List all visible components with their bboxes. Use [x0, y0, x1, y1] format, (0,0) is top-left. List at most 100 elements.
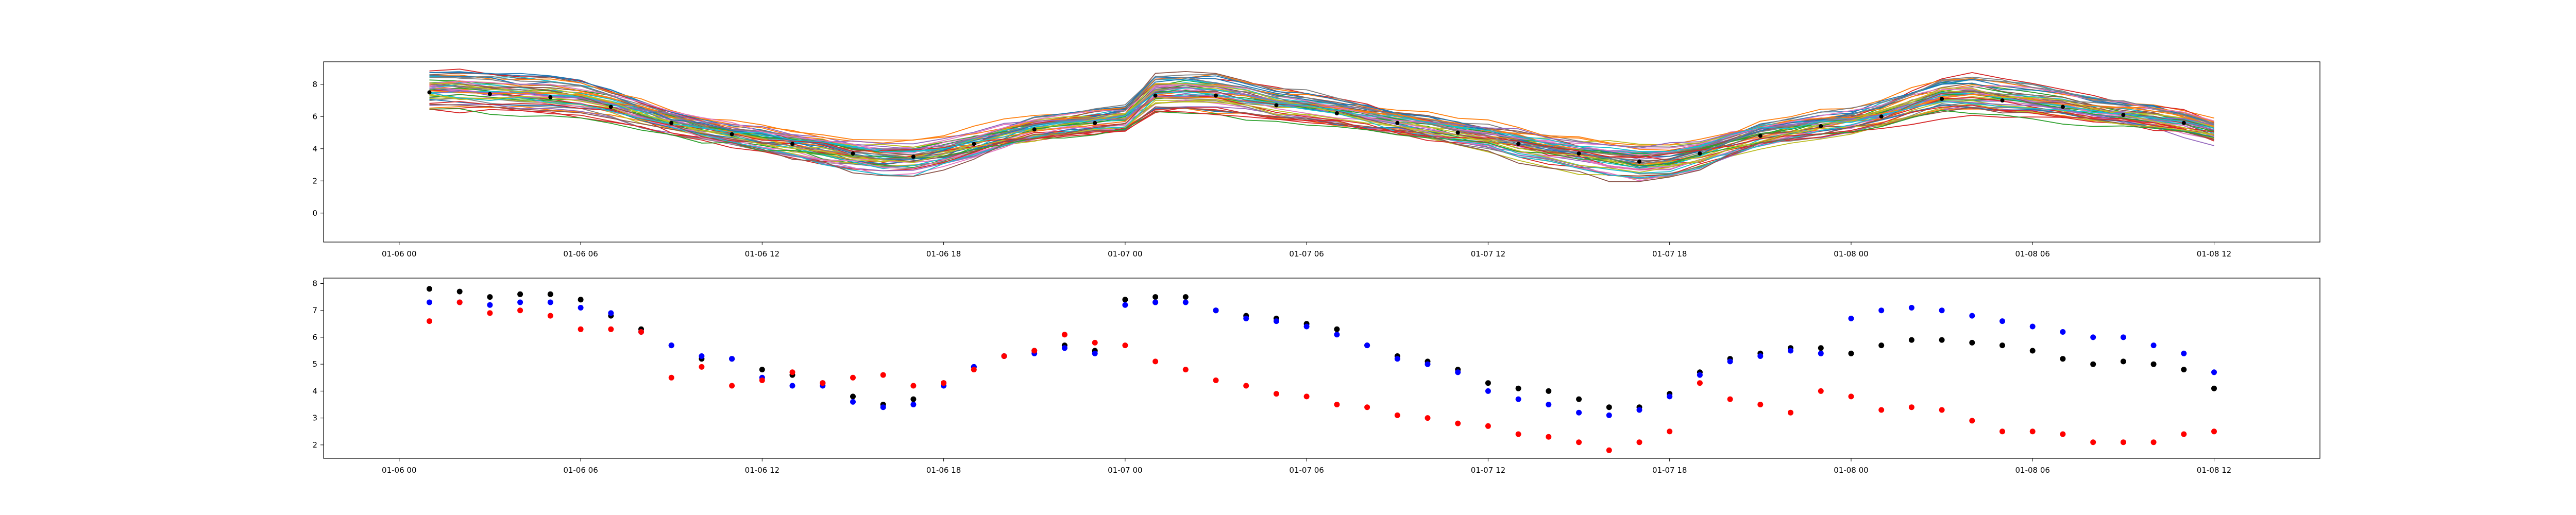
scatter-point — [1425, 361, 1431, 367]
scatter-series-2 — [427, 299, 2217, 453]
observation-point — [730, 132, 734, 136]
x-tick-label: 01-07 06 — [1289, 466, 1324, 475]
observation-point — [1093, 121, 1097, 125]
y-tick-label: 0 — [312, 209, 317, 218]
x-tick-label: 01-06 18 — [926, 249, 961, 259]
scatter-point — [1153, 299, 1159, 305]
scatter-point — [2181, 367, 2187, 373]
scatter-point — [971, 367, 977, 373]
scatter-point — [1848, 393, 1854, 400]
observation-point — [1274, 103, 1279, 108]
scatter-point — [850, 399, 856, 405]
scatter-point — [1546, 388, 1552, 394]
scatter-point — [1727, 358, 1733, 365]
scatter-point — [1576, 439, 1582, 445]
scatter-point — [668, 374, 674, 381]
scatter-series-1 — [427, 299, 2217, 418]
scatter-point — [1303, 323, 1310, 330]
scatter-point — [1697, 380, 1703, 386]
scatter-point — [850, 374, 856, 381]
x-tick-label: 01-07 18 — [1652, 466, 1687, 475]
y-tick-label: 4 — [312, 386, 317, 396]
x-tick-label: 01-08 06 — [2015, 466, 2050, 475]
observation-point — [1153, 93, 1158, 98]
scatter-point — [1303, 393, 1310, 400]
observation-point — [1334, 111, 1339, 115]
scatter-point — [1818, 350, 1824, 356]
x-tick-label: 01-07 00 — [1108, 249, 1142, 259]
x-tick-label: 01-06 06 — [563, 466, 598, 475]
x-tick-label: 01-07 18 — [1652, 249, 1687, 259]
ensemble-member-line — [429, 101, 2214, 159]
observation-point — [2121, 113, 2126, 117]
scatter-point — [880, 404, 886, 410]
scatter-point — [1061, 332, 1067, 338]
scatter-point — [699, 364, 705, 370]
scatter-point — [1153, 294, 1159, 300]
top-ensemble-line-chart: 01-06 00 01-06 06 01-06 12 01-06 18 01-07 00… — [312, 61, 2320, 259]
scatter-point — [1031, 348, 1038, 354]
scatter-point — [1213, 377, 1219, 383]
observation-point — [1758, 133, 1762, 138]
scatter-point — [1515, 396, 1521, 402]
scatter-point — [910, 396, 917, 402]
scatter-point — [2181, 350, 2187, 356]
x-tick-label: 01-07 12 — [1471, 466, 1505, 475]
scatter-point — [2060, 431, 2066, 437]
scatter-point — [1243, 383, 1249, 389]
scatter-point — [2120, 358, 2126, 365]
observation-point — [972, 142, 976, 146]
scatter-point — [910, 383, 917, 389]
scatter-point — [487, 310, 493, 316]
x-tick-label: 01-08 00 — [1834, 249, 1868, 259]
y-tick-label: 8 — [312, 80, 317, 89]
scatter-point — [456, 299, 463, 305]
scatter-point — [880, 372, 886, 378]
scatter-point — [1939, 407, 1945, 413]
scatter-point — [1546, 434, 1552, 440]
observation-point — [427, 90, 432, 95]
scatter-point — [1273, 391, 1279, 397]
scatter-point — [759, 367, 765, 373]
scatter-point — [638, 329, 644, 335]
observation-point — [1940, 96, 1944, 101]
scatter-point — [1908, 305, 1914, 311]
scatter-point — [729, 383, 735, 389]
y-tick-label: 2 — [312, 440, 317, 450]
scatter-point — [2150, 361, 2157, 367]
observation-point — [669, 121, 674, 125]
observation-point — [608, 105, 613, 109]
x-tick-label: 01-08 12 — [2197, 249, 2231, 259]
scatter-point — [1515, 431, 1521, 437]
scatter-point — [1999, 318, 2005, 324]
y-tick-label: 7 — [312, 306, 317, 315]
ensemble-member-line — [429, 107, 2214, 161]
scatter-point — [2060, 329, 2066, 335]
bottom-scatter-chart: 01-06 00 01-06 06 01-06 12 01-06 18 01-07 00… — [312, 278, 2320, 475]
observation-point — [487, 92, 492, 96]
scatter-point — [820, 380, 826, 386]
scatter-point — [850, 393, 856, 400]
scatter-point — [578, 305, 584, 311]
scatter-point — [1364, 342, 1370, 349]
observation-point — [2060, 105, 2065, 109]
scatter-point — [578, 297, 584, 303]
scatter-point — [1182, 299, 1189, 305]
scatter-point — [1606, 412, 1612, 418]
scatter-point — [2090, 439, 2096, 445]
y-tick-label: 4 — [312, 144, 317, 153]
x-tick-label: 01-06 18 — [926, 466, 961, 475]
scatter-point — [1394, 356, 1400, 362]
x-tick-label: 01-06 06 — [563, 249, 598, 259]
scatter-point — [2029, 323, 2036, 330]
observation-point — [1395, 121, 1400, 125]
scatter-point — [1061, 345, 1067, 351]
ensemble-member-line — [429, 91, 2214, 152]
observation-point — [1516, 142, 1521, 146]
y-tick-label: 6 — [312, 333, 317, 342]
scatter-point — [1546, 402, 1552, 407]
scatter-point — [2211, 369, 2217, 375]
scatter-point — [2090, 361, 2096, 367]
scatter-point — [1818, 388, 1824, 394]
scatter-point — [789, 383, 795, 389]
